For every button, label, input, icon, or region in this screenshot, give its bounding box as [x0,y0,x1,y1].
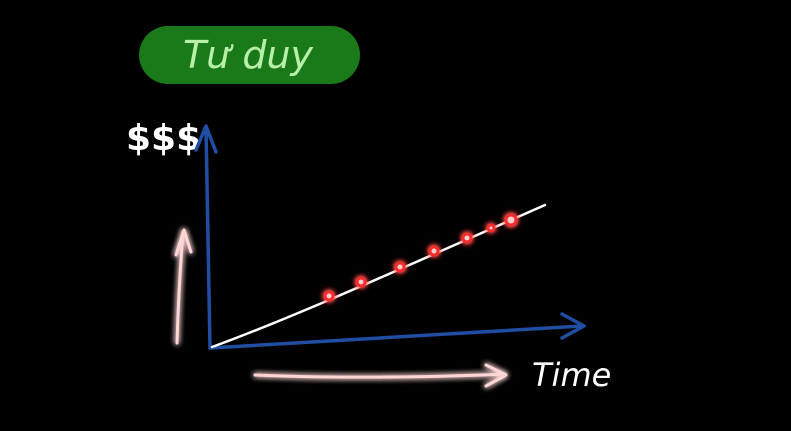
up-arrow [174,228,193,345]
right-arrow-head [484,363,508,388]
trend-marker [323,290,335,302]
x-axis-arrowhead [560,312,586,340]
title-text: Tư duy [183,33,314,77]
up-arrow-shaft [175,230,185,345]
title-badge: Tư duy [139,26,360,84]
x-axis [208,312,586,350]
trend-markers [323,213,518,302]
up-arrow-head [174,228,193,257]
y-axis [194,124,218,350]
trend-marker [428,245,440,257]
trend-marker [486,223,496,233]
title-pill [139,26,360,84]
y-axis-label: $$$ [126,118,201,159]
x-axis-label: Time [532,356,611,394]
y-axis-arrowhead [194,124,218,154]
y-axis-line [204,126,212,350]
right-arrow-shaft [253,372,507,379]
trend-marker [355,276,367,288]
trend-marker [461,232,473,244]
trend-marker [504,213,518,227]
trend-marker [394,261,406,273]
right-arrow [253,363,508,388]
x-axis-line [208,324,584,350]
